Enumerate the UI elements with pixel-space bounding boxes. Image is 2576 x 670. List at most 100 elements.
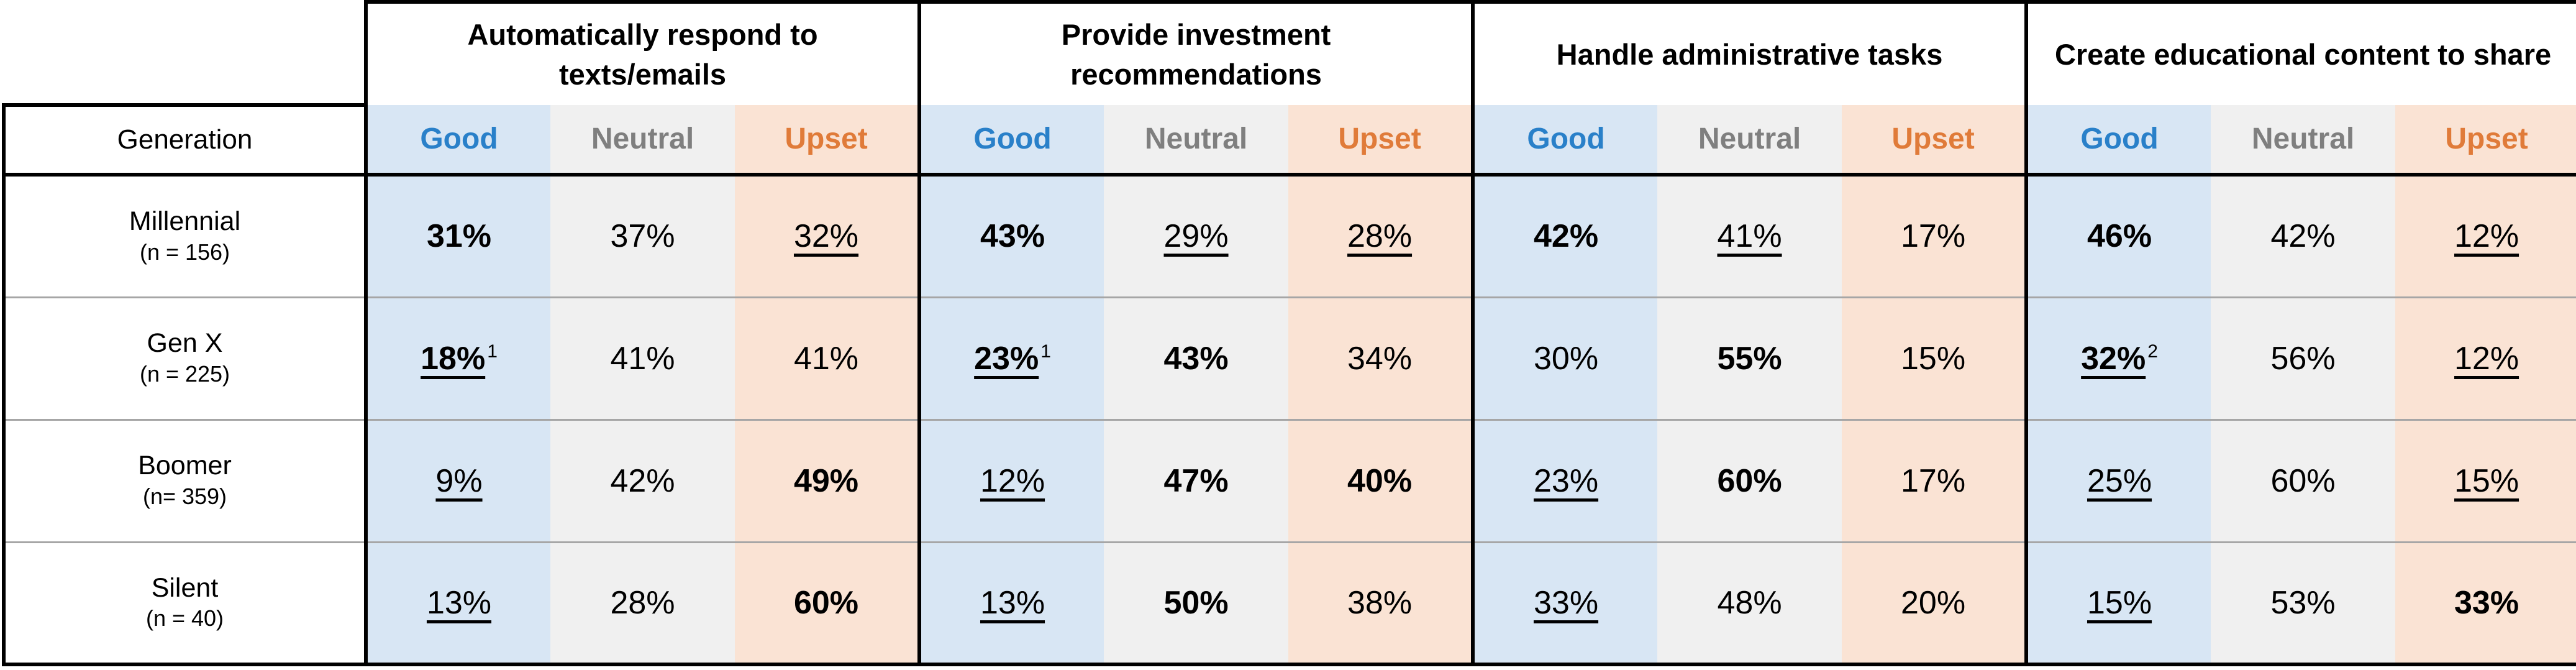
generation-row-header: Millennial (n = 156) (2, 173, 366, 297)
cell-neutral: 41% (1657, 173, 1842, 297)
category-header-investment: Provide investment recommendations (917, 0, 1473, 105)
cell-upset: 15% (1842, 296, 2027, 420)
percentage-value: 20% (1900, 584, 1966, 621)
percentage-value: 40% (1347, 462, 1413, 499)
cell-good: 46% (2024, 173, 2211, 297)
table-row: Gen X (n = 225) 18% 1 41% 41% 23% 1 43% 34% 30% 55%… (2, 296, 2576, 420)
percentage-value: 17% (1900, 218, 1966, 255)
percentage-value: 33% (2454, 584, 2519, 621)
footnote-marker: 1 (1040, 341, 1051, 362)
cell-upset: 17% (1842, 173, 2027, 297)
cell-good: 12% (917, 418, 1104, 542)
cell-good: 13% (917, 541, 1104, 666)
cell-neutral: 48% (1657, 541, 1842, 666)
response-header-good: Good (2024, 105, 2211, 177)
cell-upset: 34% (1288, 296, 1473, 420)
response-header-upset: Upset (735, 105, 920, 177)
percentage-value: 15% (2087, 584, 2152, 621)
cell-neutral: 53% (2211, 541, 2396, 666)
generation-sample-size: (n = 40) (145, 605, 224, 631)
category-header-auto-respond: Automatically respond to texts/emails (363, 0, 920, 105)
percentage-value: 49% (793, 462, 859, 499)
cell-good: 32% 2 (2024, 296, 2211, 420)
percentage-value: 17% (1900, 462, 1966, 499)
percentage-value: 43% (980, 218, 1045, 255)
generation-sample-size: (n= 359) (142, 483, 227, 509)
percentage-value: 18% (421, 340, 486, 377)
cell-upset: 33% (2395, 541, 2576, 666)
cell-good: 23% (1471, 418, 1658, 542)
percentage-value: 15% (1900, 340, 1966, 377)
cell-neutral: 50% (1104, 541, 1289, 666)
percentage-value: 60% (1717, 462, 1782, 499)
footnote-marker: 1 (487, 341, 498, 362)
response-header-neutral: Neutral (1657, 105, 1842, 177)
percentage-value: 42% (2270, 218, 2336, 255)
cell-neutral: 43% (1104, 296, 1289, 420)
percentage-value: 23% (974, 340, 1039, 377)
percentage-value: 41% (610, 340, 675, 377)
cell-neutral: 60% (2211, 418, 2396, 542)
percentage-value: 55% (1717, 340, 1782, 377)
generation-row-header: Silent (n = 40) (2, 541, 366, 666)
percentage-value: 47% (1163, 462, 1229, 499)
percentage-value: 9% (435, 462, 483, 499)
table-row: Silent (n = 40) 13% 28% 60% 13% 50% 38% 33% 48% 20… (2, 541, 2576, 666)
percentage-value: 28% (1347, 218, 1413, 255)
percentage-value: 33% (1533, 584, 1599, 621)
percentage-value: 31% (426, 218, 492, 255)
cell-upset: 17% (1842, 418, 2027, 542)
percentage-value: 15% (2454, 462, 2519, 499)
percentage-value: 38% (1347, 584, 1413, 621)
generation-sample-size: (n = 225) (139, 360, 230, 387)
cell-good: 31% (364, 173, 550, 297)
cell-neutral: 42% (2211, 173, 2396, 297)
generation-name: Boomer (138, 451, 232, 481)
response-header-upset: Upset (2395, 105, 2576, 177)
percentage-value: 23% (1533, 462, 1599, 499)
cell-neutral: 41% (550, 296, 735, 420)
percentage-value: 60% (2270, 462, 2336, 499)
cell-upset: 41% (735, 296, 920, 420)
percentage-value: 12% (980, 462, 1045, 499)
cell-good: 25% (2024, 418, 2211, 542)
footnote-marker: 2 (2147, 341, 2158, 362)
cell-good: 30% (1471, 296, 1658, 420)
percentage-value: 60% (793, 584, 859, 621)
cell-neutral: 28% (550, 541, 735, 666)
table-row: Boomer (n= 359) 9% 42% 49% 12% 47% 40% 23% 60% 17%… (2, 418, 2576, 542)
percentage-value: 13% (980, 584, 1045, 621)
cell-upset: 49% (735, 418, 920, 542)
percentage-value: 50% (1163, 584, 1229, 621)
percentage-value: 32% (793, 218, 859, 255)
cell-upset: 20% (1842, 541, 2027, 666)
corner-cell (4, 2, 366, 105)
cell-good: 13% (364, 541, 550, 666)
generation-sample-size: (n = 156) (139, 239, 230, 265)
category-header-educational-content: Create educational content to share (2024, 0, 2576, 105)
percentage-value: 48% (1717, 584, 1782, 621)
generation-column-header: Generation (2, 103, 366, 177)
response-header-good: Good (917, 105, 1104, 177)
percentage-value: 42% (610, 462, 675, 499)
table-row: Millennial (n = 156) 31% 37% 32% 43% 29% 28% 42%… (2, 173, 2576, 297)
percentage-value: 28% (610, 584, 675, 621)
category-header-row: Automatically respond to texts/emails Pr… (4, 0, 2576, 105)
cell-upset: 32% (735, 173, 920, 297)
cell-good: 43% (917, 173, 1104, 297)
percentage-value: 42% (1533, 218, 1599, 255)
cell-neutral: 42% (550, 418, 735, 542)
percentage-value: 25% (2087, 462, 2152, 499)
response-header-row: Generation Good Neutral Upset Good Neutr… (2, 103, 2576, 177)
cell-upset: 40% (1288, 418, 1473, 542)
percentage-value: 12% (2454, 218, 2519, 255)
cell-upset: 12% (2395, 173, 2576, 297)
cell-neutral: 56% (2211, 296, 2396, 420)
response-header-upset: Upset (1288, 105, 1473, 177)
percentage-value: 13% (426, 584, 492, 621)
cell-upset: 15% (2395, 418, 2576, 542)
cell-upset: 12% (2395, 296, 2576, 420)
percentage-value: 46% (2087, 218, 2152, 255)
generation-row-header: Boomer (n= 359) (2, 418, 366, 542)
